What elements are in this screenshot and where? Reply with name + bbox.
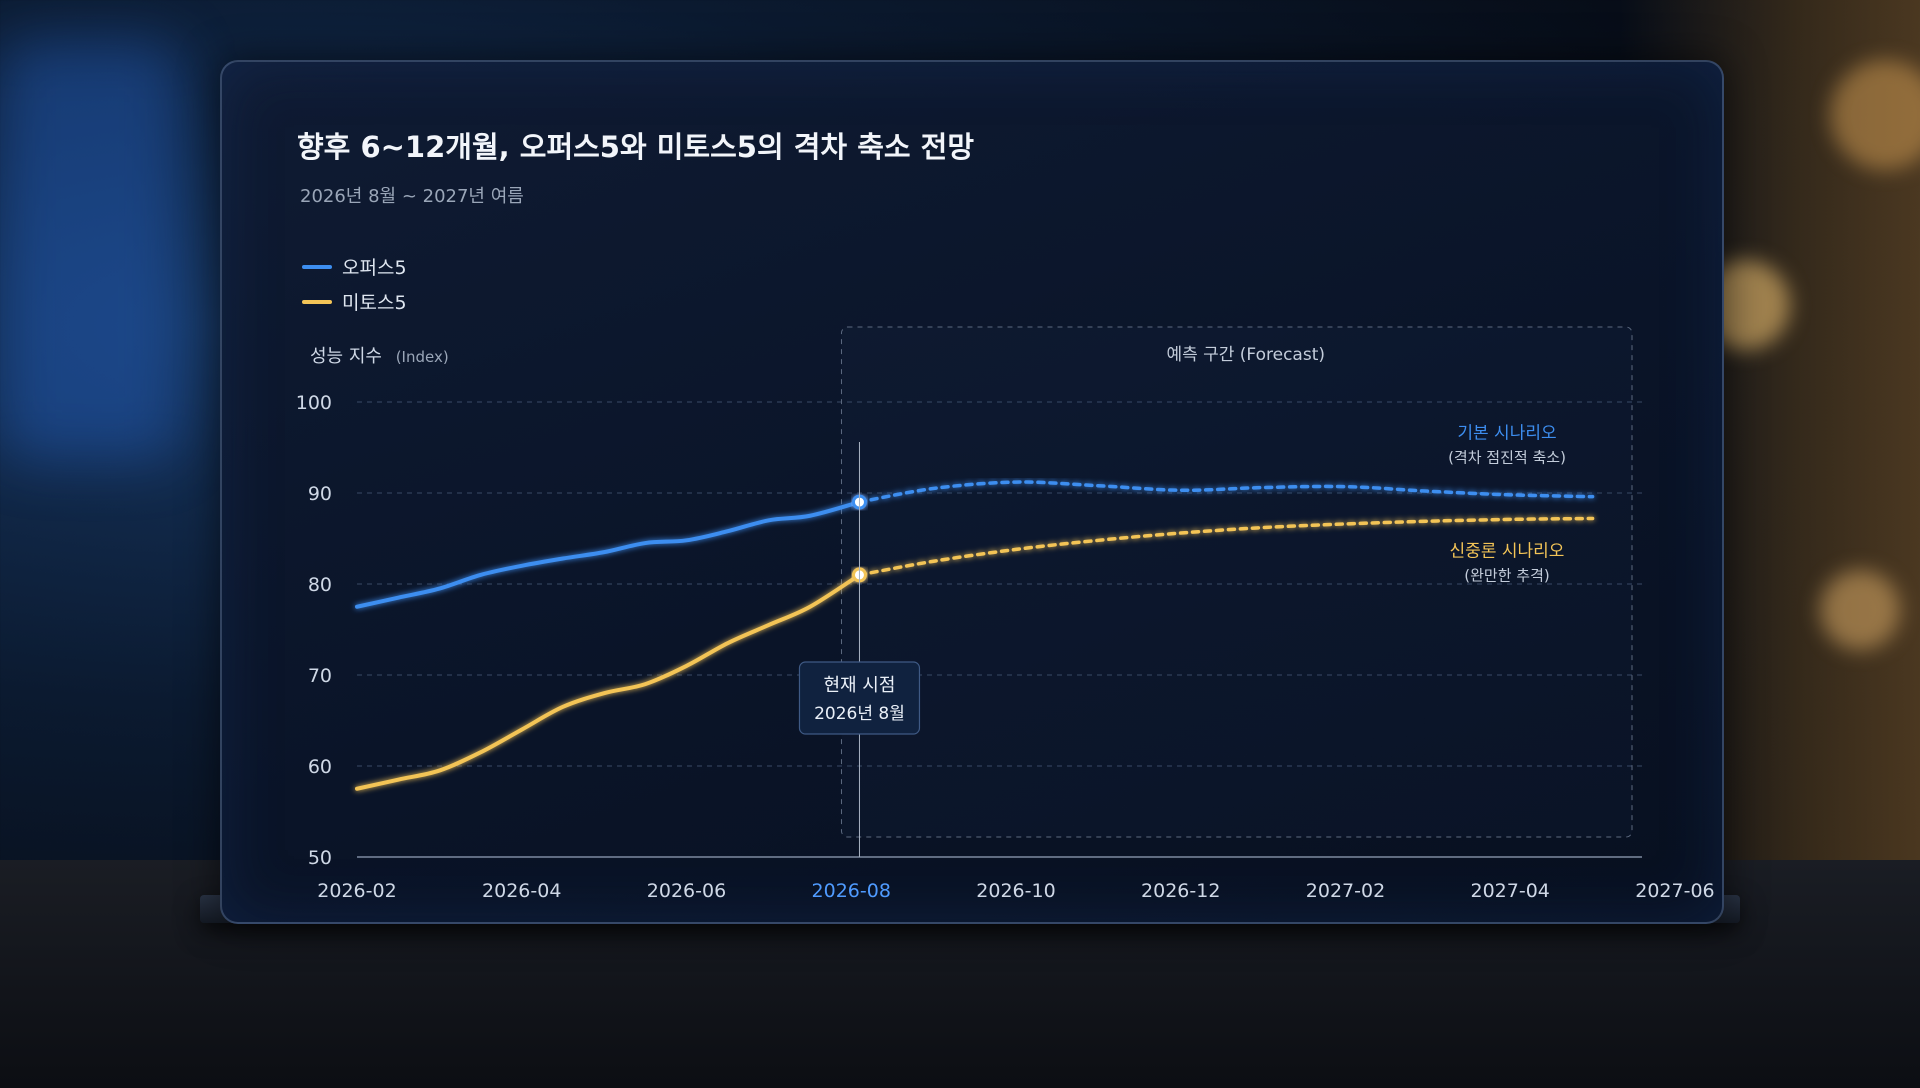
background-blue-bokeh: [0, 40, 180, 460]
scenario-note-opus5: (격차 점진적 축소): [1448, 449, 1566, 467]
forecast-label: 예측 구간 (Forecast): [1166, 345, 1325, 365]
series-actual-line-mythos5: [355, 572, 862, 791]
series-actual-line-opus5: [355, 500, 862, 609]
x-tick-label: 2026-10: [976, 880, 1055, 902]
current-time-callout: [798, 661, 921, 735]
y-tick-label: 100: [296, 392, 332, 414]
y-axis-label: 성능 지수: [310, 346, 382, 367]
chart-title: 향후 6~12개월, 오퍼스5와 미토스5의 격차 축소 전망: [297, 130, 974, 164]
y-axis-unit: (Index): [396, 348, 449, 366]
current-time-label: 현재 시점: [823, 675, 895, 696]
background-gold-bokeh: [1820, 570, 1900, 650]
x-tick-label: 2027-02: [1306, 880, 1385, 902]
background-gold-bokeh: [1830, 60, 1920, 170]
y-tick-label: 50: [308, 847, 332, 869]
x-tick-label: 2026-06: [647, 880, 726, 902]
chart-panel: 향후 6~12개월, 오퍼스5와 미토스5의 격차 축소 전망 2026년 8월…: [220, 60, 1724, 924]
current-time-date: 2026년 8월: [814, 704, 905, 724]
series-forecast-line-mythos5: [857, 516, 1595, 577]
x-tick-label: 2026-08: [812, 880, 891, 902]
x-tick-label: 2027-06: [1635, 880, 1714, 902]
forecast-region: [840, 326, 1633, 838]
legend-label-opus5: 오퍼스5: [342, 257, 407, 279]
series-forecast-line-opus5: [857, 480, 1595, 504]
y-axis-title: 성능 지수 (Index): [310, 346, 449, 367]
y-tick-label: 90: [308, 483, 332, 505]
scenario-note-mythos5: (완만한 추격): [1464, 566, 1549, 584]
x-tick-label: 2026-02: [317, 880, 396, 902]
x-tick-label: 2027-04: [1471, 880, 1550, 902]
scenario-label-mythos5: 신중론 시나리오: [1450, 541, 1565, 561]
chart-subtitle: 2026년 8월 ~ 2027년 여름: [300, 186, 524, 207]
y-tick-label: 60: [308, 756, 332, 778]
x-tick-label: 2026-12: [1141, 880, 1220, 902]
y-tick-label: 70: [308, 665, 332, 687]
y-tick-label: 80: [308, 574, 332, 596]
line-chart: 향후 6~12개월, 오퍼스5와 미토스5의 격차 축소 전망 2026년 8월…: [296, 130, 1715, 902]
legend-label-mythos5: 미토스5: [342, 292, 407, 314]
x-tick-label: 2026-04: [482, 880, 561, 902]
scenario-label-opus5: 기본 시나리오: [1457, 424, 1556, 444]
